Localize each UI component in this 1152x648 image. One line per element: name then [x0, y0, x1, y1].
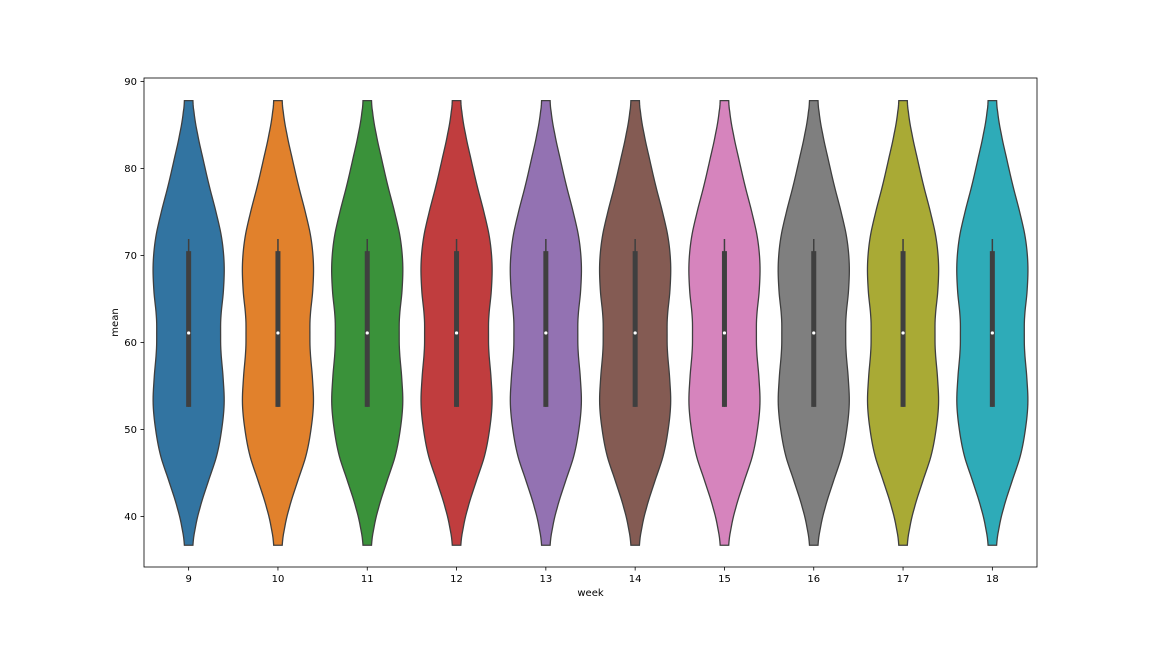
- y-tick-label: 50: [124, 425, 137, 436]
- median-point-week-18: [990, 331, 994, 335]
- plot-frame: [143, 77, 1038, 568]
- median-point-week-15: [722, 331, 727, 335]
- violin-group-week-12: [420, 99, 493, 546]
- x-tick-label: 15: [718, 574, 731, 585]
- median-point-week-12: [454, 331, 459, 335]
- violins-layer: [152, 99, 1029, 546]
- y-tick-label: 60: [124, 338, 137, 349]
- violin-group-week-14: [598, 99, 672, 546]
- x-tick-label: 18: [986, 574, 999, 585]
- median-point-week-13: [544, 331, 548, 335]
- violin-group-week-11: [331, 99, 404, 546]
- x-tick-label: 13: [539, 574, 552, 585]
- median-point-week-16: [812, 331, 816, 335]
- x-tick-label: 16: [807, 574, 820, 585]
- x-tick-label: 12: [450, 574, 463, 585]
- y-tick-label: 70: [124, 251, 137, 262]
- y-tick-label: 90: [124, 77, 137, 88]
- x-tick-label: 17: [897, 574, 910, 585]
- median-point-week-17: [901, 331, 905, 335]
- x-tick-label: 11: [361, 574, 374, 585]
- violin-group-week-13: [509, 99, 583, 546]
- violin-group-week-16: [777, 99, 850, 546]
- y-axis: 40 50 60 70 80 90: [124, 77, 144, 523]
- y-tick-label: 40: [124, 512, 137, 523]
- violin-group-week-10: [241, 99, 315, 546]
- violin-group-week-9: [152, 99, 225, 546]
- x-tick-label: 10: [272, 574, 285, 585]
- x-tick-label: 14: [629, 574, 642, 585]
- violin-group-week-15: [688, 99, 761, 546]
- x-axis: 9 10 11 12 13 14 15 16 17 18: [185, 567, 999, 585]
- violin-group-week-18: [956, 99, 1029, 546]
- y-tick-label: 80: [124, 164, 137, 175]
- x-tick-label: 9: [185, 574, 191, 585]
- x-axis-label: week: [577, 588, 603, 599]
- median-point-week-9: [187, 331, 191, 335]
- median-point-week-11: [365, 331, 369, 335]
- median-point-week-10: [276, 331, 280, 335]
- violin-group-week-17: [866, 99, 940, 546]
- median-point-week-14: [633, 331, 637, 335]
- y-axis-label: mean: [110, 308, 121, 336]
